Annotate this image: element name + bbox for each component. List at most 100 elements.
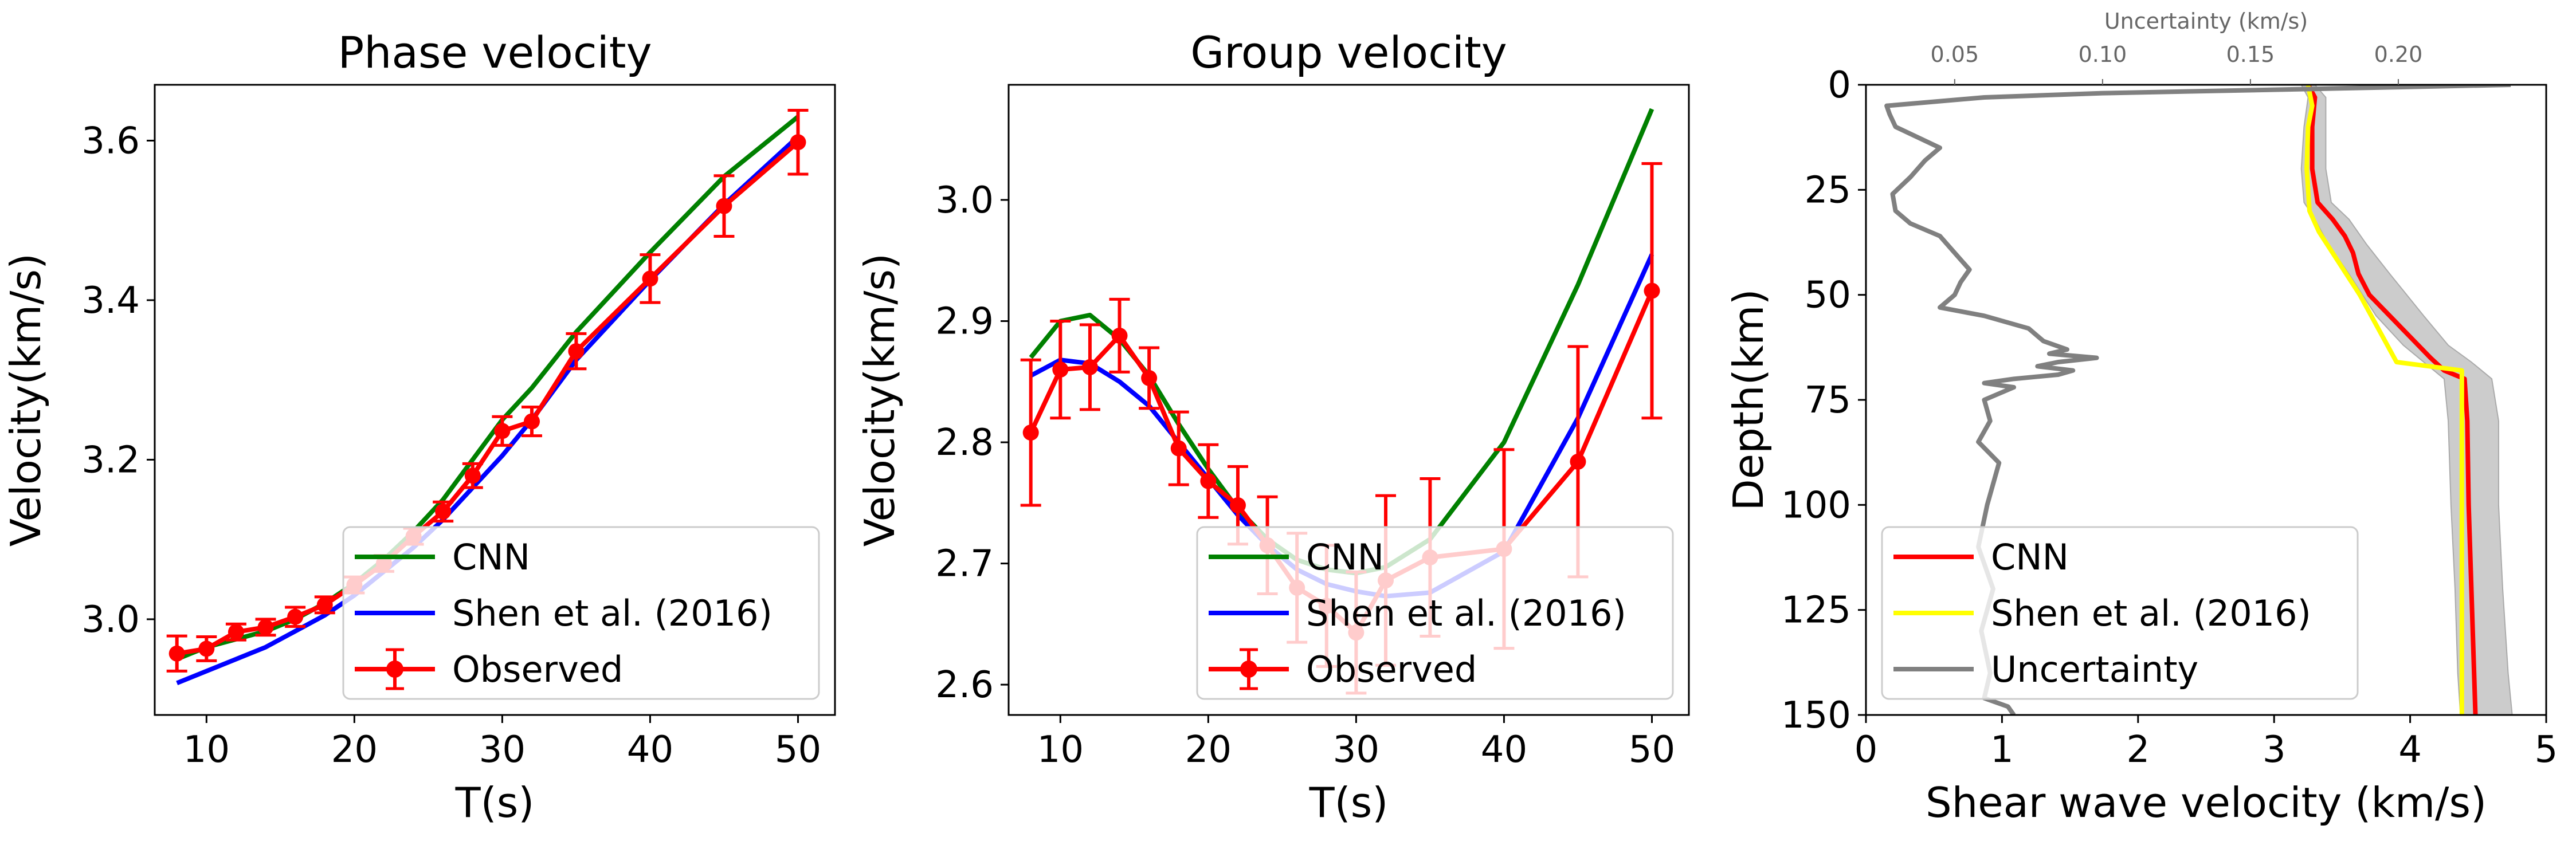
x-tick-label: 20 — [1185, 729, 1232, 771]
legend-label: CNN — [1991, 536, 2069, 578]
x-tick-label: 4 — [2398, 729, 2422, 771]
x-tick-label: 3 — [2263, 729, 2286, 771]
data-point — [494, 423, 511, 439]
legend-label: CNN — [452, 536, 530, 578]
legend-box — [1196, 526, 1674, 700]
legend-item-cnn: CNN — [1893, 536, 2069, 578]
data-point — [1022, 425, 1039, 441]
data-point — [1170, 440, 1187, 457]
legend-label: Observed — [1306, 649, 1477, 690]
x-axis-label: T(s) — [1309, 779, 1389, 827]
y-tick-label: 25 — [1805, 169, 1851, 211]
x-tick-label: 40 — [1481, 729, 1527, 771]
x-tick-label: 20 — [331, 729, 378, 771]
top-x-tick-label: 0.20 — [2374, 42, 2423, 67]
legend-label: CNN — [1306, 536, 1384, 578]
y-tick-label: 2.9 — [935, 301, 994, 343]
data-point — [198, 640, 215, 657]
legend-item-observed: Observed — [1209, 648, 1477, 690]
x-tick-label: 50 — [775, 729, 821, 771]
data-point — [1200, 473, 1217, 489]
y-axis-label: Velocity(km/s) — [856, 253, 904, 547]
shear-velocity-panel: 0 1 2 3 4 5 0.05 0.10 0.15 0.20 Uncertainty (km/s)… — [1724, 9, 2558, 827]
y-tick-label: 75 — [1805, 379, 1851, 422]
y-tick-label: 3.0 — [81, 599, 140, 641]
data-point — [287, 608, 304, 625]
data-point — [1229, 497, 1246, 514]
top-x-tick-label: 0.10 — [2079, 42, 2127, 67]
phase-velocity-panel: 10 20 30 40 50 3.0 3.2 3.4 3.6 Phase velocity T(s)… — [2, 27, 836, 827]
y-axis-label: Velocity(km/s) — [2, 253, 50, 547]
legend-item-shen-et-al-2016: Shen et al. (2016) — [1209, 592, 1626, 634]
data-point — [790, 134, 806, 151]
y-tick-label: 100 — [1781, 484, 1851, 526]
legend-marker — [1240, 661, 1257, 678]
x-tick-label: 30 — [1333, 729, 1379, 771]
x-tick-label: 2 — [2126, 729, 2150, 771]
x-tick-label: 30 — [479, 729, 526, 771]
data-point — [316, 596, 333, 613]
series-line-cnn — [2306, 85, 2478, 715]
y-tick-label: 2.6 — [935, 664, 994, 706]
data-point — [1141, 370, 1158, 386]
y-tick-label: 2.7 — [935, 543, 994, 585]
x-tick-label: 10 — [183, 729, 230, 771]
x-axis-label: Shear wave velocity (km/s) — [1926, 779, 2487, 827]
x-tick-label: 1 — [1990, 729, 2014, 771]
y-tick-label: 3.4 — [81, 280, 140, 322]
top-x-tick-label: 0.05 — [1931, 42, 1979, 67]
y-tick-label: 3.6 — [81, 120, 140, 162]
legend-label: Uncertainty — [1991, 649, 2198, 690]
top-x-tick-label: 0.15 — [2226, 42, 2275, 67]
data-point — [1644, 282, 1660, 299]
x-axis-label: T(s) — [455, 779, 535, 827]
series-line-uncertainty — [1884, 85, 2511, 715]
data-point — [1570, 453, 1586, 470]
legend-item-uncertainty: Uncertainty — [1893, 649, 2198, 690]
legend-label: Shen et al. (2016) — [1991, 592, 2311, 634]
data-point — [1052, 361, 1069, 378]
x-tick-label: 40 — [627, 729, 673, 771]
legend-label: Shen et al. (2016) — [452, 592, 773, 634]
legend-item-observed: Observed — [355, 648, 623, 690]
data-point — [168, 645, 185, 662]
data-point — [716, 198, 732, 214]
y-tick-label: 3.0 — [935, 179, 994, 222]
group-velocity-panel: 10 20 30 40 50 2.6 2.7 2.8 2.9 3.0 Group velocity T… — [856, 27, 1690, 827]
legend-label: Observed — [452, 649, 623, 690]
data-point — [228, 624, 244, 640]
x-tick-label: 10 — [1037, 729, 1084, 771]
legend-label: Shen et al. (2016) — [1306, 592, 1626, 634]
chart-title: Phase velocity — [338, 27, 652, 78]
y-tick-label: 2.8 — [935, 422, 994, 464]
x-tick-label: 5 — [2535, 729, 2558, 771]
legend-box — [342, 526, 820, 700]
data-point — [435, 503, 452, 520]
y-tick-label: 125 — [1781, 590, 1851, 632]
legend-box — [1881, 526, 2359, 700]
y-axis-label: Depth(km) — [1724, 289, 1773, 510]
legend-item-shen-et-al-2016: Shen et al. (2016) — [355, 592, 773, 634]
y-tick-label: 50 — [1805, 274, 1851, 317]
y-tick-label: 150 — [1781, 694, 1851, 737]
legend-marker — [386, 661, 403, 678]
data-point — [568, 343, 585, 360]
legend-item-cnn: CNN — [355, 536, 530, 578]
y-tick-label: 3.2 — [81, 439, 140, 481]
legend-item-cnn: CNN — [1209, 536, 1384, 578]
x-tick-label: 0 — [1854, 729, 1878, 771]
data-point — [257, 619, 274, 635]
top-x-axis-label: Uncertainty (km/s) — [2104, 9, 2308, 34]
series-layer — [1884, 85, 2513, 715]
chart-title: Group velocity — [1190, 27, 1507, 78]
data-point — [1081, 359, 1098, 375]
axes-frame — [1007, 84, 1690, 716]
data-point — [1111, 327, 1128, 344]
axes-frame — [154, 84, 836, 716]
data-point — [464, 467, 481, 484]
x-tick-label: 50 — [1629, 729, 1675, 771]
series-line-shen-et-al-2016 — [2304, 85, 2464, 715]
y-tick-label: 0 — [1828, 64, 1851, 107]
data-point — [524, 413, 540, 430]
